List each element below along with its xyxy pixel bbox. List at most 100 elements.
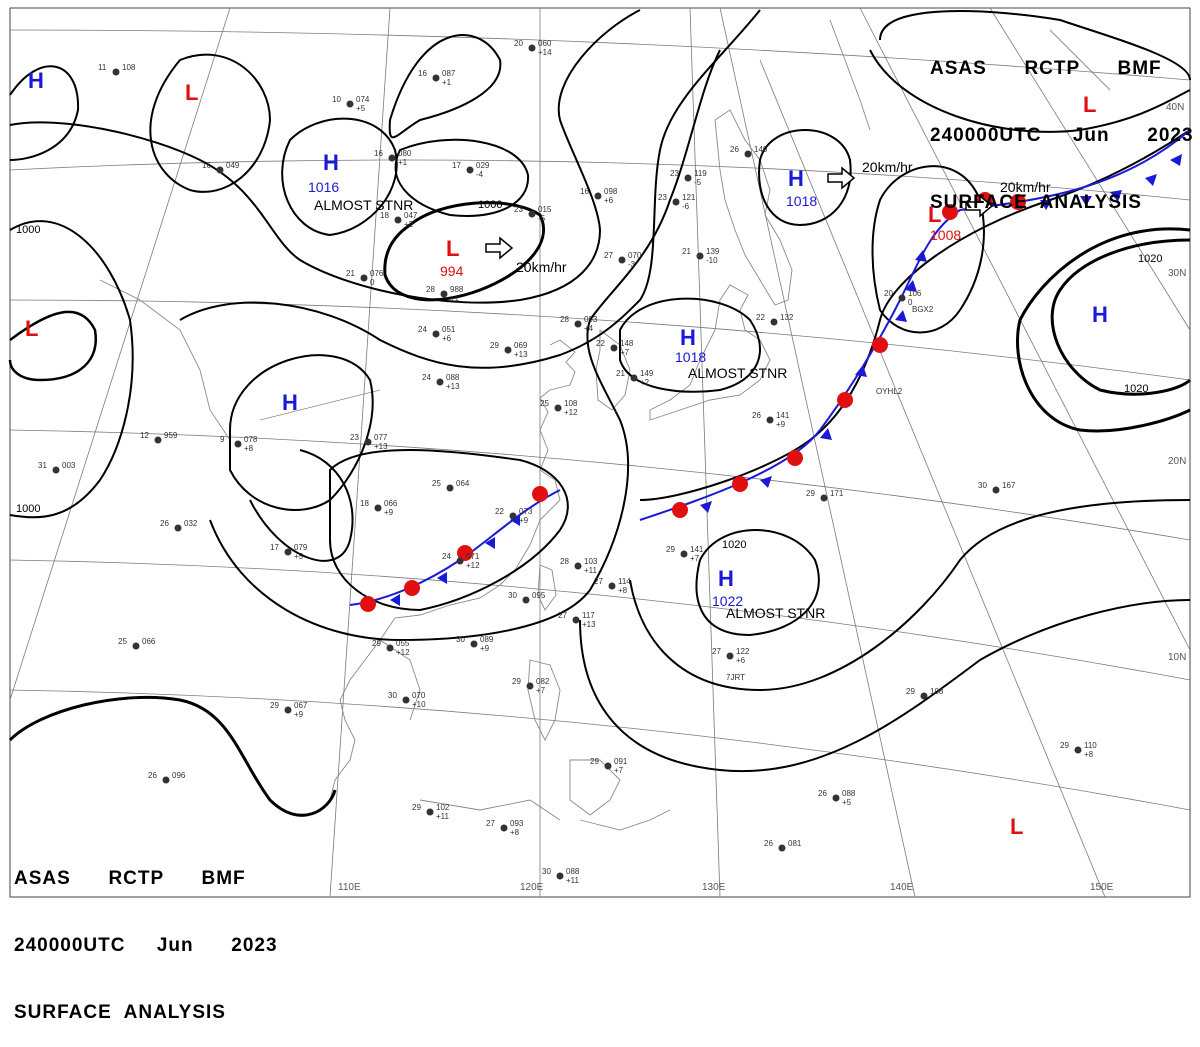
station-tendency: +1 (442, 78, 452, 87)
station-dot (432, 330, 440, 338)
station-plot: 18 047+2 (380, 211, 418, 229)
station-plot: 28 988+1 (426, 285, 464, 303)
station-temperature: 23 (514, 205, 523, 214)
station-pressure: 108 (122, 63, 136, 72)
station-pressure: 064 (456, 479, 470, 488)
station-tendency: -5 (694, 178, 702, 187)
station-dot (556, 872, 564, 880)
station-tendency: +12 (466, 561, 480, 570)
station-tendency: -10 (706, 256, 718, 265)
station-plot: 23 077+13 (350, 433, 388, 451)
isobar-label-1000-a: 1000 (478, 199, 502, 211)
station-temperature: 26 (730, 145, 739, 154)
high-center-1022: H (718, 566, 734, 591)
station-tendency: +2 (640, 378, 650, 387)
station-temperature: 26 (764, 839, 773, 848)
station-plot: 17 079+5 (270, 543, 308, 561)
station-id-bgx2: BGX2 (912, 305, 934, 314)
station-temperature: 24 (442, 552, 451, 561)
station-dot (992, 486, 1000, 494)
pressure-systems: H L H L L H H H L L H H L (25, 68, 1108, 839)
station-temperature: 9 (220, 435, 225, 444)
station-dot (154, 436, 162, 444)
station-temperature: 29 (412, 803, 421, 812)
station-temperature: 26 (752, 411, 761, 420)
station-pressure: 117 (582, 611, 595, 620)
station-plot: 24 071+12 (442, 552, 480, 570)
station-dot (574, 562, 582, 570)
system-notes: ALMOST STNR ALMOST STNR ALMOST STNR 20km… (314, 159, 1051, 621)
station-pressure: 089 (480, 635, 494, 644)
station-temperature: 29 (590, 757, 599, 766)
station-tendency: +6 (442, 334, 452, 343)
pressure-values: 1016 994 1018 1018 1008 1022 (308, 179, 961, 609)
station-tendency: +5 (842, 798, 852, 807)
station-pressure: 096 (172, 771, 186, 780)
station-plot: 28 103+11 (560, 557, 598, 575)
station-pressure: 139 (706, 247, 720, 256)
station-dot (470, 640, 478, 648)
note-almost-1016: ALMOST STNR (314, 197, 413, 213)
station-temperature: 23 (350, 433, 359, 442)
station-plot: 27 114+8 (594, 577, 631, 595)
station-tendency: +5 (356, 104, 366, 113)
station-tendency: +9 (384, 508, 394, 517)
low-center-west: L (25, 316, 38, 341)
station-pressure: 082 (536, 677, 550, 686)
station-temperature: 21 (346, 269, 355, 278)
station-plot: 27 070-3 (604, 251, 642, 269)
motion-arrows (485, 166, 994, 260)
lat-label-40n: 40N (1166, 102, 1184, 113)
station-pressure: 067 (294, 701, 308, 710)
station-temperature: 26 (148, 771, 157, 780)
station-tendency: +11 (436, 812, 450, 821)
lat-label-20n: 20N (1168, 456, 1186, 467)
station-pressure: 055 (396, 639, 410, 648)
station-temperature: 27 (486, 819, 495, 828)
station-pressure: 074 (356, 95, 370, 104)
station-temperature: 18 (360, 499, 369, 508)
station-pressure: 087 (442, 69, 456, 78)
station-pressure: 132 (780, 313, 794, 322)
station-pressure: 076 (370, 269, 384, 278)
chart-header-bottom: ASAS RCTP BMF 240000UTC Jun 2023 SURFACE… (14, 824, 278, 1047)
station-dot (672, 198, 680, 206)
station-tendency: +13 (514, 350, 528, 359)
station-dot (528, 210, 536, 218)
station-tendency: +1 (450, 294, 460, 303)
station-plot: 29 069+13 (490, 341, 528, 359)
station-pressure: 070 (412, 691, 426, 700)
station-dot (684, 174, 692, 182)
station-plot: 26 141+9 (752, 411, 790, 429)
station-pressure: 149 (640, 369, 654, 378)
station-pressure: 988 (450, 285, 464, 294)
motion-arrow-high-1018-north (827, 166, 856, 190)
station-tendency: +9 (519, 516, 529, 525)
station-dot (394, 216, 402, 224)
station-dot (436, 378, 444, 386)
isobar-labels: 1000 1000 1000 1020 1020 1020 (16, 199, 1162, 551)
header-line-3: SURFACE ANALYSIS (930, 192, 1142, 213)
station-dot (522, 596, 530, 604)
station-tendency: -3 (628, 260, 636, 269)
station-tendency: -6 (682, 202, 690, 211)
station-plot: 25 066 (118, 637, 156, 650)
station-pressure: 073 (519, 507, 533, 516)
motion-speed-1008: 20km/hr (1000, 179, 1051, 195)
lon-label-140e: 140E (890, 882, 914, 893)
station-dot (174, 524, 182, 532)
station-pressure: 093 (584, 315, 598, 324)
station-pressure: 093 (510, 819, 524, 828)
station-dot (726, 652, 734, 660)
station-pressure: 140 (754, 145, 768, 154)
graticule (9, 7, 1191, 898)
station-temperature: 17 (452, 161, 461, 170)
header-line-3: SURFACE ANALYSIS (14, 1002, 226, 1023)
station-dot (52, 466, 60, 474)
station-plot: 16 098+6 (580, 187, 618, 205)
motion-speed-1018: 20km/hr (862, 159, 913, 175)
station-dot (898, 294, 906, 302)
isobar-label-1000-c: 1000 (16, 503, 40, 515)
station-dot (1074, 746, 1082, 754)
